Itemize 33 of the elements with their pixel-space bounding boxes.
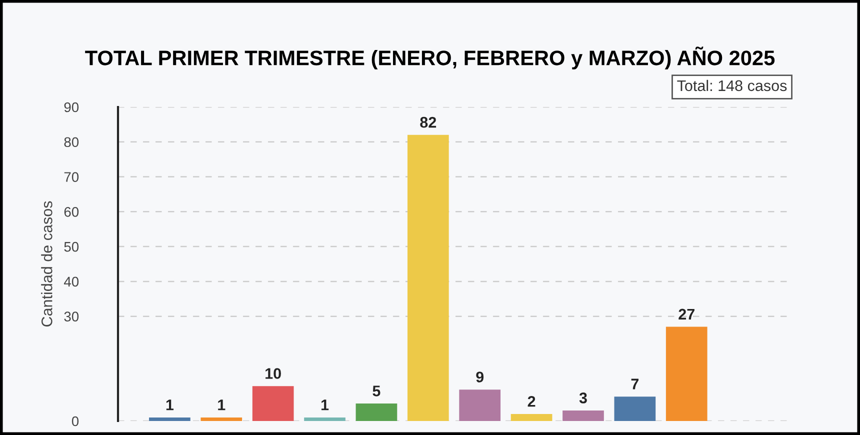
y-tick-label: 90 [64, 102, 79, 112]
bar [562, 410, 604, 421]
data-label: 1 [321, 400, 329, 410]
y-tick-label: 40 [64, 276, 79, 287]
bar [252, 386, 294, 421]
data-label: 9 [476, 372, 484, 382]
data-label: 27 [678, 308, 694, 320]
bar [510, 414, 552, 421]
y-tick-label: 60 [64, 207, 79, 217]
text: Total: 148 casos [677, 80, 787, 92]
data-label: 7 [631, 378, 638, 390]
y-tick-label: 50 [64, 242, 79, 252]
data-label: 1 [166, 400, 174, 410]
data-label: 10 [266, 368, 281, 379]
bar [200, 418, 242, 421]
bar [149, 418, 190, 421]
y-axis-title: Cantidad de casos [41, 201, 52, 326]
y-tick-label: 80 [64, 137, 79, 148]
bar [356, 404, 398, 421]
chart-title: TOTAL PRIMER TRIMESTRE (ENERO, FEBRERO y MARZO) AÑO 2025 [85, 46, 775, 70]
data-label: 3 [579, 392, 587, 404]
bar [459, 390, 501, 421]
bar [666, 326, 708, 421]
data-label: 2 [528, 396, 536, 407]
y-tick-label: 70 [64, 172, 79, 182]
bar [407, 134, 449, 421]
bar [304, 418, 346, 421]
bar [614, 396, 656, 421]
data-label: 1 [218, 400, 226, 410]
y-tick-label: 30 [64, 312, 79, 322]
data-label: 82 [420, 116, 436, 128]
data-label: 5 [372, 386, 380, 396]
y-tick-label: 0 [72, 416, 79, 426]
